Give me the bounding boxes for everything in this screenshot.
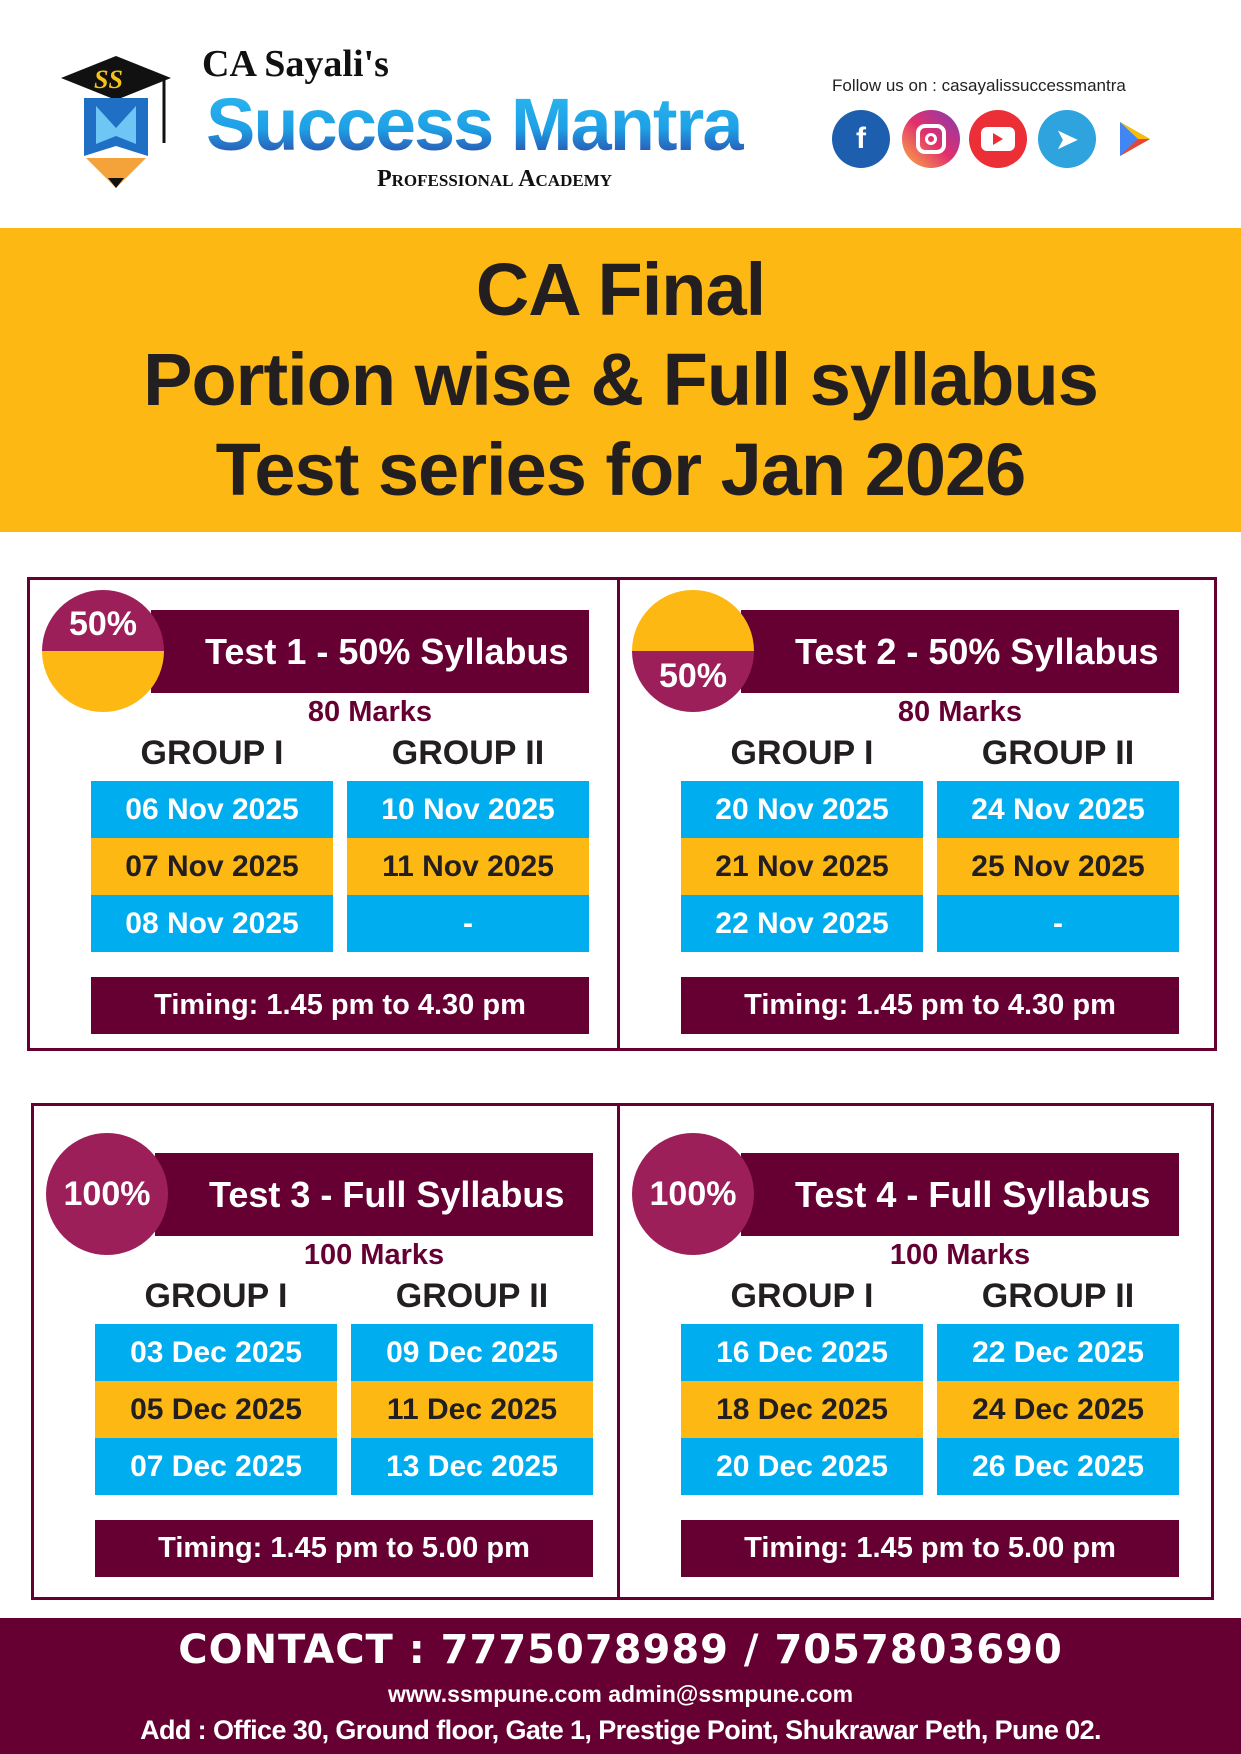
syllabus-badge: 100% <box>632 1133 754 1255</box>
test-card-3: Test 3 - Full Syllabus 100% 100 Marks GROUP… <box>31 1103 620 1600</box>
group-2-date: 26 Dec 2025 <box>937 1438 1179 1495</box>
group-1-date: 21 Nov 2025 <box>681 838 923 895</box>
test-title: Test 2 - 50% Syllabus <box>795 630 1159 672</box>
group-1-date: 20 Nov 2025 <box>681 781 923 838</box>
group-1-date: 07 Nov 2025 <box>91 838 333 895</box>
badge-percent: 100% <box>63 1175 151 1213</box>
group-1-header: GROUP I <box>144 1277 288 1315</box>
marks: 100 Marks <box>889 1239 1031 1271</box>
group-2-date: 22 Dec 2025 <box>937 1324 1179 1381</box>
group-2-date: 25 Nov 2025 <box>937 838 1179 895</box>
syllabus-badge: 100% <box>46 1133 168 1255</box>
test-title-bar: Test 3 - Full Syllabus <box>155 1153 593 1236</box>
group-1-date: 06 Nov 2025 <box>91 781 333 838</box>
group-1-header: GROUP I <box>140 734 284 772</box>
group-2-date: 09 Dec 2025 <box>351 1324 593 1381</box>
youtube-icon[interactable] <box>969 110 1027 168</box>
group-2-date: 11 Nov 2025 <box>347 838 589 895</box>
group-2-date: 24 Dec 2025 <box>937 1381 1179 1438</box>
timing-bar: Timing: 1.45 pm to 4.30 pm <box>681 977 1179 1034</box>
telegram-icon[interactable]: ➤ <box>1038 110 1096 168</box>
address: Add : Office 30, Ground floor, Gate 1, P… <box>140 1715 1101 1745</box>
follow-text: Follow us on : casayalissuccessmantra <box>832 76 1126 95</box>
group-1-header: GROUP I <box>730 1277 874 1315</box>
badge-percent: 50% <box>68 605 138 643</box>
badge-percent: 100% <box>649 1175 737 1213</box>
group-2-header: GROUP II <box>391 734 545 772</box>
group-1-date: 07 Dec 2025 <box>95 1438 337 1495</box>
instagram-icon[interactable] <box>902 110 960 168</box>
group-2-header: GROUP II <box>981 734 1135 772</box>
timing-bar: Timing: 1.45 pm to 5.00 pm <box>95 1520 593 1577</box>
test-title: Test 1 - 50% Syllabus <box>205 630 569 672</box>
marks: 80 Marks <box>307 696 433 728</box>
group-2-header: GROUP II <box>981 1277 1135 1315</box>
footer: CONTACT : 7775078989 / 7057803690 www.ss… <box>0 1618 1241 1754</box>
group-1-date: 18 Dec 2025 <box>681 1381 923 1438</box>
brand-subtitle: Professional Academy <box>377 166 613 192</box>
marks: 80 Marks <box>897 696 1023 728</box>
group-2-date: 11 Dec 2025 <box>351 1381 593 1438</box>
badge-percent: 50% <box>658 657 728 695</box>
group-2-date: 24 Nov 2025 <box>937 781 1179 838</box>
group-1-date: 08 Nov 2025 <box>91 895 333 952</box>
group-2-date: - <box>937 895 1179 952</box>
group-2-date: - <box>347 895 589 952</box>
play-store-icon[interactable] <box>1106 110 1164 168</box>
test-title: Test 3 - Full Syllabus <box>209 1173 565 1215</box>
group-1-date: 16 Dec 2025 <box>681 1324 923 1381</box>
test-card-1: Test 1 - 50% Syllabus 50% 80 Marks GROUP I G… <box>27 577 620 1051</box>
test-card-4: Test 4 - Full Syllabus 100% 100 Marks GROUP… <box>617 1103 1214 1600</box>
syllabus-badge: 50% <box>632 590 754 712</box>
group-1-date: 05 Dec 2025 <box>95 1381 337 1438</box>
facebook-icon[interactable]: f <box>832 110 890 168</box>
group-2-header: GROUP II <box>395 1277 549 1315</box>
brand-prefix: CA Sayali's <box>202 43 389 85</box>
group-1-date: 03 Dec 2025 <box>95 1324 337 1381</box>
group-2-date: 10 Nov 2025 <box>347 781 589 838</box>
test-title-bar: Test 1 - 50% Syllabus <box>151 610 589 693</box>
group-1-header: GROUP I <box>730 734 874 772</box>
group-1-date: 20 Dec 2025 <box>681 1438 923 1495</box>
title-banner: CA Final Portion wise & Full syllabus Te… <box>0 228 1241 532</box>
brand-name: Success Mantra <box>206 88 806 162</box>
syllabus-badge: 50% <box>42 590 164 712</box>
website-email: www.ssmpune.com admin@ssmpune.com <box>387 1681 854 1707</box>
contact-numbers: CONTACT : 7775078989 / 7057803690 <box>178 1627 1063 1673</box>
test-title: Test 4 - Full Syllabus <box>795 1173 1151 1215</box>
test-card-2: Test 2 - 50% Syllabus 50% 80 Marks GROUP I G… <box>617 577 1217 1051</box>
banner-line-2: Portion wise & Full syllabus <box>143 338 1099 421</box>
banner-line-3: Test series for Jan 2026 <box>215 428 1027 511</box>
group-1-date: 22 Nov 2025 <box>681 895 923 952</box>
logo: SS <box>56 48 196 188</box>
test-title-bar: Test 2 - 50% Syllabus <box>741 610 1179 693</box>
timing-bar: Timing: 1.45 pm to 5.00 pm <box>681 1520 1179 1577</box>
group-2-date: 13 Dec 2025 <box>351 1438 593 1495</box>
banner-line-1: CA Final <box>475 248 766 331</box>
test-title-bar: Test 4 - Full Syllabus <box>741 1153 1179 1236</box>
marks: 100 Marks <box>303 1239 445 1271</box>
logo-monogram: SS <box>94 65 123 94</box>
timing-bar: Timing: 1.45 pm to 4.30 pm <box>91 977 589 1034</box>
